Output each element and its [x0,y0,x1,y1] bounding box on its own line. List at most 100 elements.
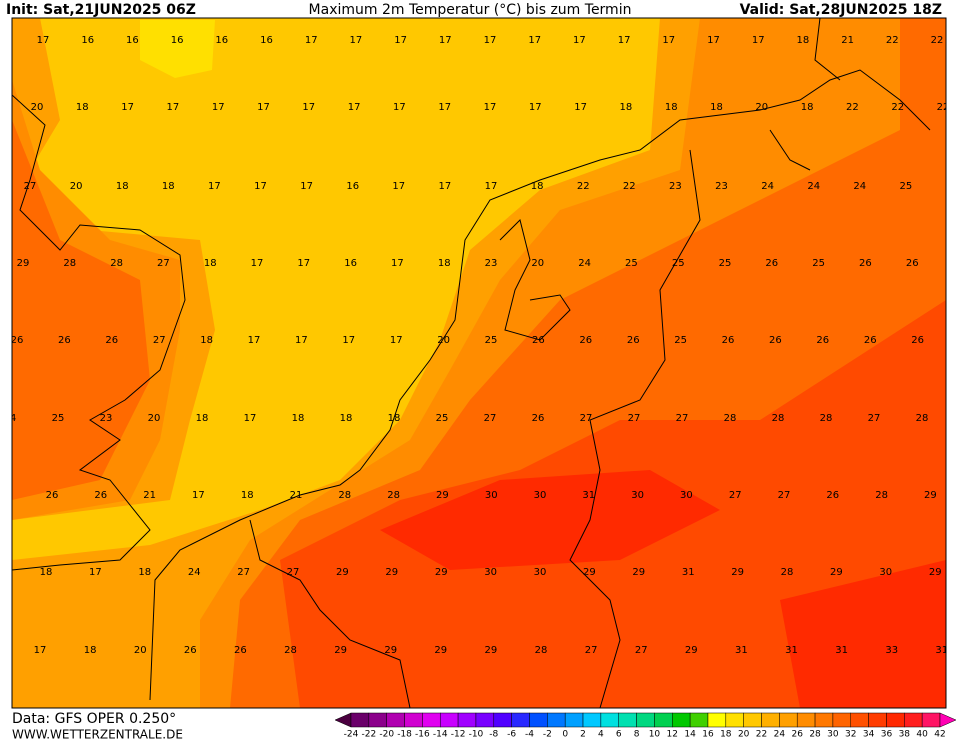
temperature-label: 31 [835,645,848,656]
temperature-label: 28 [387,490,400,501]
temperature-label: 27 [676,413,689,424]
data-source: Data: GFS OPER 0.250° [12,711,176,727]
colorbar-box [779,712,798,728]
temperature-label: 25 [719,258,732,269]
temperature-label: 22 [931,35,944,46]
temperature-label: 30 [631,490,644,501]
colorbar-tick-label: 20 [738,730,750,740]
temperature-label: 27 [628,413,641,424]
colorbar-tick-label: 24 [774,730,786,740]
temperature-label: 20 [134,645,147,656]
temperature-label: 27 [24,181,37,192]
coastline [12,94,186,571]
temperature-label: 27 [729,490,742,501]
temperature-label: 26 [532,335,545,346]
border [769,18,841,171]
colorbar-tick-label: 40 [916,730,928,740]
colorbar-tick-label: 4 [598,730,604,740]
colorbar-box [493,712,512,728]
temperature-label: 18 [801,102,814,113]
temperature-label: 17 [707,35,720,46]
colorbar-tick-label: -2 [543,730,552,740]
temperature-label: 17 [342,335,355,346]
colorbar-tick-label: 30 [827,730,839,740]
valid-label: Valid: Sat,28JUN2025 18Z [740,2,942,18]
temperature-label: 18 [196,413,209,424]
temperature-label: 28 [284,645,297,656]
colorbar-tick-label: 8 [634,730,640,740]
colorbar-tick-label: -12 [451,730,466,740]
temperature-label: 31 [785,645,798,656]
temperature-label: 21 [143,490,156,501]
temp-zone [140,20,215,78]
colorbar-box [868,712,887,728]
temperature-label: 17 [662,35,675,46]
temperature-label: 25 [900,181,913,192]
temperature-label: 26 [11,335,24,346]
colorbar-tick-label: -14 [433,730,448,740]
temperature-label: 26 [579,335,592,346]
temperature-label: 30 [879,567,892,578]
temperature-label: 29 [334,645,347,656]
temperature-label: 16 [344,258,357,269]
temperature-label: 27 [585,645,598,656]
colorbar-tick-label: -22 [361,730,376,740]
temperature-label: 25 [52,413,65,424]
temperature-label: 18 [40,567,53,578]
temperature-label: 17 [192,490,205,501]
temperature-label: 24 [853,181,866,192]
colorbar-tick-label: -6 [507,730,516,740]
temperature-label: 21 [841,35,854,46]
colorbar-tick-label: 14 [684,730,696,740]
temperature-label: 17 [485,181,498,192]
temperature-label: 18 [200,335,213,346]
temperature-label: 18 [340,413,353,424]
temperature-label: 30 [534,490,547,501]
temperature-label: 31 [582,490,595,501]
temperature-label: 18 [797,35,810,46]
temperature-label: 17 [208,181,221,192]
temperature-label: 17 [390,335,403,346]
temperature-label: 30 [534,567,547,578]
temperature-label: 22 [886,35,899,46]
temperature-label: 17 [529,102,542,113]
temperature-label: 30 [485,490,498,501]
colorbar-box [439,712,459,728]
temperature-label: 28 [63,258,76,269]
temperature-label: 28 [820,413,833,424]
coastline [149,69,931,701]
temperature-label: 20 [70,181,83,192]
temperature-label: 28 [875,490,888,501]
temperature-label: 25 [436,413,449,424]
temperature-label: 24 [807,181,820,192]
temperature-label: 17 [350,35,363,46]
temperature-label: 17 [257,102,270,113]
colorbar-tick-label: -18 [397,730,412,740]
colorbar-box [422,712,441,728]
temperature-label: 29 [336,567,349,578]
temperature-label: 23 [485,258,498,269]
temperature-label: 26 [105,335,118,346]
temperature-label: 29 [434,645,447,656]
temperature-label: 18 [665,102,678,113]
temperature-label: 18 [138,567,151,578]
colorbar: -24 -22 -20 -18 -16 -14 -12 -10 -8 -6 -4 -2 0 2 4 6 8 10 1… [334,712,957,740]
temperature-label: 26 [532,413,545,424]
colorbar-box [564,712,584,728]
temperature-label: 26 [816,335,829,346]
colorbar-arrow [334,712,352,728]
temperature-label: 27 [635,645,648,656]
temperature-label: 18 [388,413,401,424]
colorbar-tick-label: 22 [756,730,767,740]
colorbar-tick-label: -4 [525,730,534,740]
temperature-label: 28 [916,413,929,424]
temperature-label: 22 [891,102,904,113]
colorbar-box [350,712,370,728]
temperature-label: 18 [116,181,129,192]
temperature-label: 17 [618,35,631,46]
colorbar-box [886,712,905,728]
colorbar-box [368,712,387,728]
colorbar-box [689,712,709,728]
temperature-label: 17 [305,35,318,46]
temperature-label: 24 [4,413,17,424]
